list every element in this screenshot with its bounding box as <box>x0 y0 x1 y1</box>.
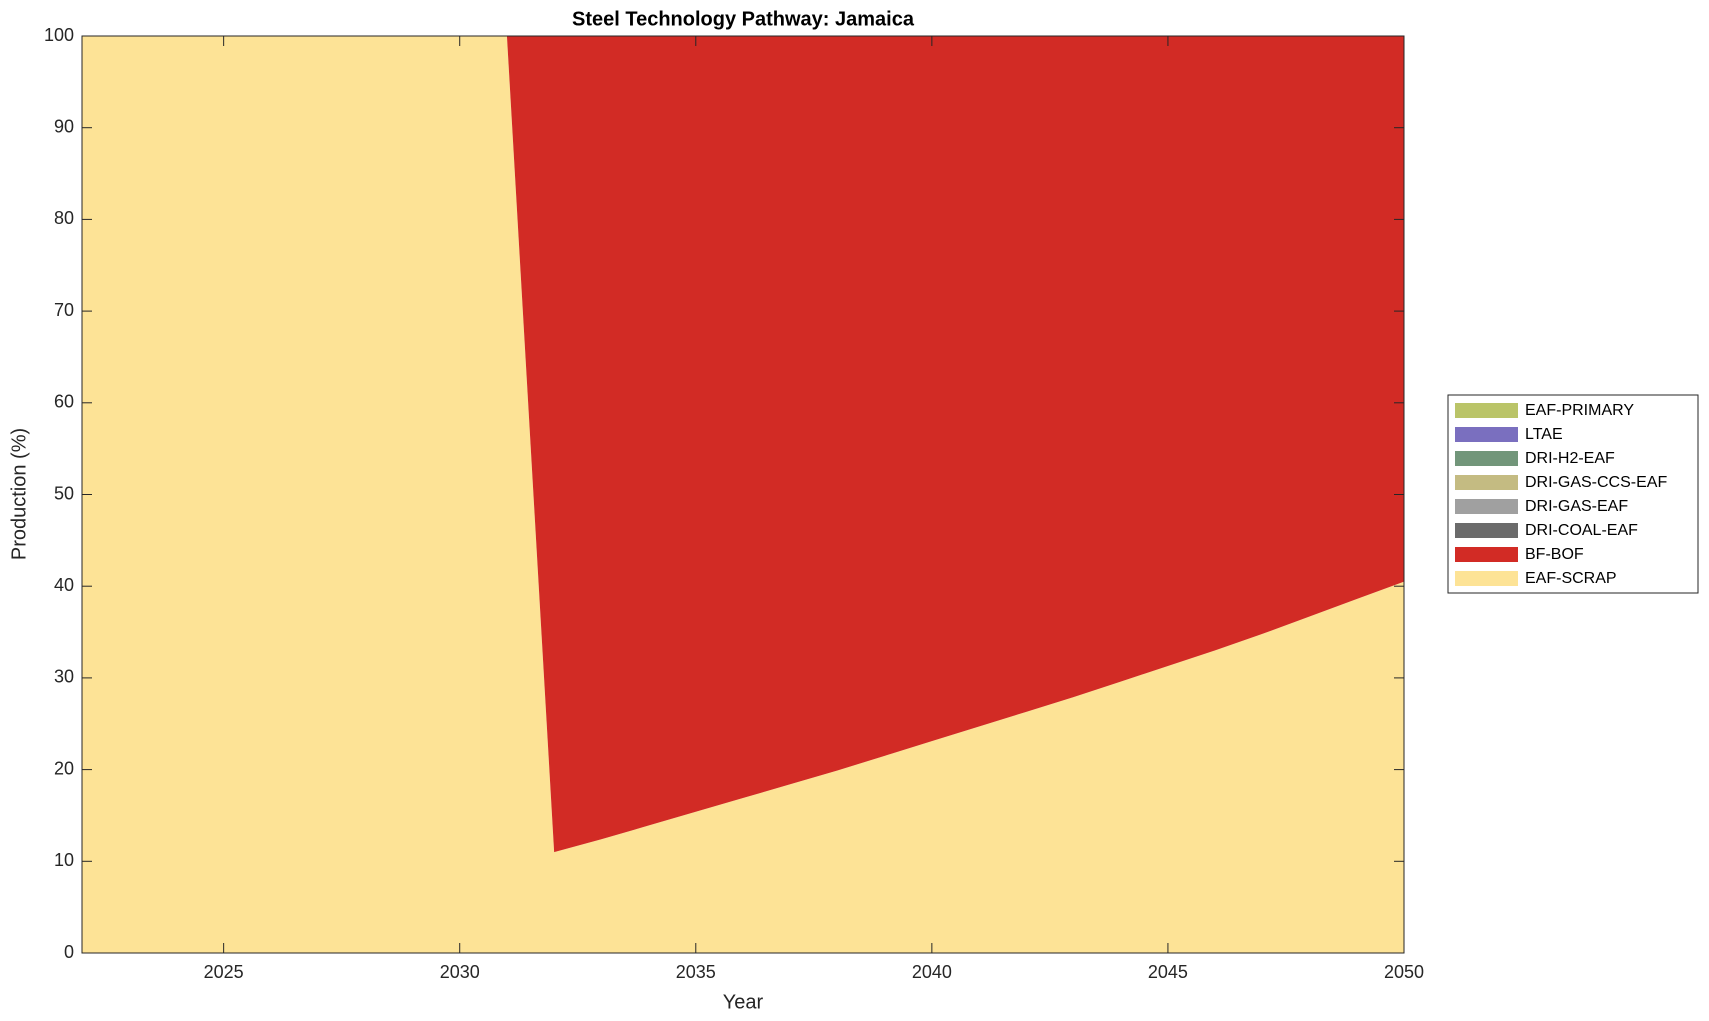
legend-label: DRI-GAS-EAF <box>1525 498 1628 515</box>
legend-swatch <box>1455 403 1518 418</box>
y-axis-label: Production (%) <box>8 428 30 560</box>
y-tick-label: 60 <box>54 392 74 412</box>
legend-label: LTAE <box>1525 426 1563 443</box>
y-tick-label: 0 <box>64 942 74 962</box>
legend-label: DRI-COAL-EAF <box>1525 522 1638 539</box>
x-axis-label: Year <box>723 991 764 1013</box>
legend-swatch <box>1455 475 1518 490</box>
legend-swatch <box>1455 571 1518 586</box>
chart-title: Steel Technology Pathway: Jamaica <box>572 8 915 30</box>
y-tick-label: 10 <box>54 850 74 870</box>
legend-label: BF-BOF <box>1525 546 1584 563</box>
y-tick-label: 30 <box>54 667 74 687</box>
x-tick-label: 2025 <box>204 962 244 982</box>
area <box>82 36 1404 853</box>
y-tick-label: 80 <box>54 208 74 228</box>
area <box>82 36 1404 953</box>
y-tick-label: 20 <box>54 758 74 778</box>
legend-swatch <box>1455 547 1518 562</box>
legend-label: DRI-GAS-CCS-EAF <box>1525 474 1667 491</box>
y-tick-label: 50 <box>54 483 74 503</box>
legend-swatch <box>1455 451 1518 466</box>
x-tick-label: 2040 <box>912 962 952 982</box>
y-tick-label: 90 <box>54 116 74 136</box>
legend-swatch <box>1455 523 1518 538</box>
y-tick-label: 70 <box>54 300 74 320</box>
x-tick-label: 2045 <box>1148 962 1188 982</box>
y-tick-label: 40 <box>54 575 74 595</box>
legend-box <box>1447 394 1699 594</box>
x-tick-label: 2050 <box>1384 962 1424 982</box>
legend-swatch <box>1455 427 1518 442</box>
y-tick-label: 100 <box>44 25 74 45</box>
legend-label: EAF-SCRAP <box>1525 570 1617 587</box>
x-tick-label: 2030 <box>440 962 480 982</box>
legend-label: DRI-H2-EAF <box>1525 450 1615 467</box>
x-tick-label: 2035 <box>676 962 716 982</box>
legend-label: EAF-PRIMARY <box>1525 402 1634 419</box>
legend-swatch <box>1455 499 1518 514</box>
